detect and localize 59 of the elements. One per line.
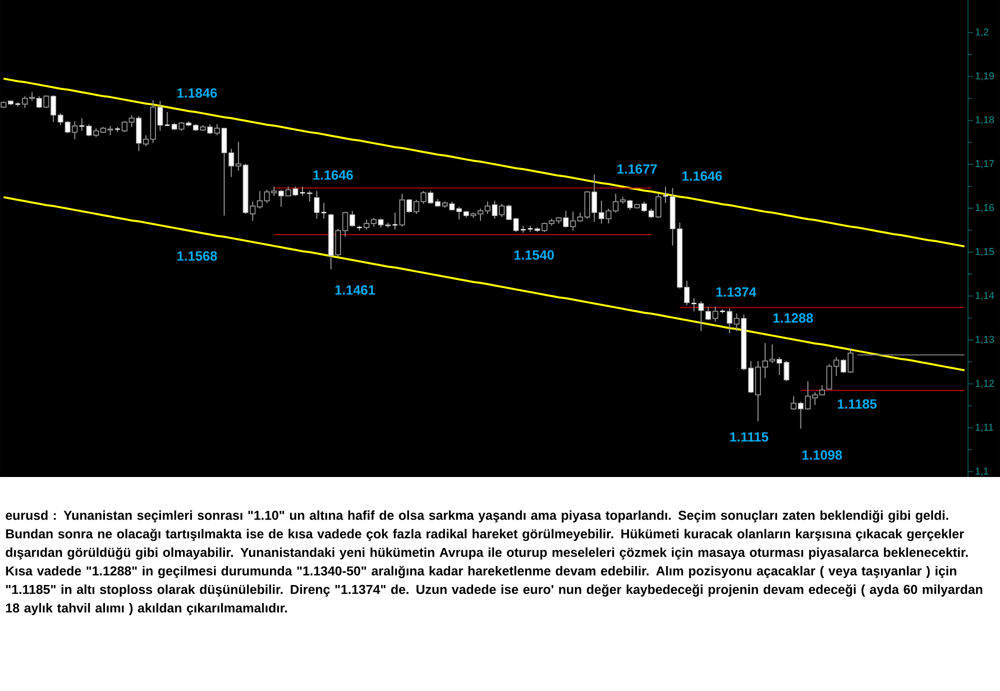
candlestick: [627, 199, 633, 210]
annotation: 1.1568: [177, 251, 217, 261]
y-tick-label: 1,19: [976, 72, 994, 81]
y-tick-label: 1,13: [976, 336, 994, 344]
candlestick: [306, 190, 312, 202]
annotation: 1.1115: [730, 432, 768, 442]
annotation: 1.1288: [773, 313, 813, 323]
candlestick: [157, 100, 163, 132]
candlestick: [314, 190, 320, 220]
candlestick: [72, 120, 78, 140]
annotation: 1.1846: [177, 88, 217, 98]
candlestick: [776, 356, 782, 376]
candlestick: [563, 210, 569, 228]
y-tick-label: 1,11: [976, 424, 994, 432]
annotation: 1.1461: [335, 285, 376, 295]
candlestick: [350, 210, 356, 228]
y-tick-label: 1,16: [976, 204, 994, 212]
candlestick: [784, 360, 790, 382]
candlestick: [705, 306, 711, 321]
candlestick: [236, 141, 242, 172]
candlestick: [50, 94, 56, 123]
candlestick: [36, 96, 42, 109]
candlestick: [43, 94, 50, 109]
candlestick: [506, 204, 512, 220]
candlestick: [278, 189, 284, 208]
line-series: [2, 78, 966, 248]
candlestick: [726, 308, 732, 334]
candlestick: [840, 358, 846, 374]
text: eurusd : Yunanistan seçimleri sonrası "1.10" un altına hafif de olsa sarkma yaşandı ama piyasa toparlandı. Seçim sonuçları zaten beklendiği gibi geldi. Bundan sonra ne olacağı tartışılmakta ise de kısa vadede çok fazla radikal hareket görülmeyebilir. Hükümeti kuracak olanların karşısına çıkacak gerçekler dışarıdan görüldüğü gibi olmayabilir. Yunanistandaki yeni hükümetin Avrupa ile oturup meseleleri çözmek için masaya oturması piyasalarca beklenecektir. Kısa vadede "1.1288" in geçilmesi durumunda "1.1340-50" aralığına kadar hareketlenme devam edebilir. Alım pozisyonu açacaklar ( veya taşıyanlar ) için "1.1185" in altı stoploss olarak düşünülebilir. Direnç "1.1374" de. Uzun vadede ise euro' nun değer kaybedeceği projenin devam edeceği ( ayda 60 milyardan 18 aylık tahvil alımı ) akıldan çıkarılmamalıdır.: [6, 510, 982, 616]
candlestick: [790, 396, 797, 410]
candlestick: [655, 193, 662, 218]
annotation: 1.1646: [313, 170, 353, 180]
candlestick: [299, 186, 306, 196]
candlestick: [712, 306, 718, 322]
y-tick-label: 1,12: [976, 380, 994, 388]
annotation: 1.1677: [617, 164, 657, 174]
candlestick: [698, 300, 704, 332]
annotation: 1.1185: [838, 399, 877, 409]
candlestick: [734, 313, 740, 332]
y-tick-label: 1,18: [976, 116, 994, 124]
candlestick: [164, 111, 170, 127]
candlestick: [492, 200, 498, 220]
candlestick: [207, 124, 213, 134]
candlestick: [498, 203, 505, 218]
y-tick-label: 1,14: [976, 292, 994, 300]
candlestick: [285, 186, 292, 196]
annotation: 1.1374: [716, 287, 756, 297]
y-tick-label: 1,2: [976, 28, 988, 37]
candlestick: [848, 348, 854, 374]
candlestick: [406, 198, 412, 214]
annotation: 1.1540: [514, 250, 554, 260]
y-tick-label: 1,15: [976, 248, 994, 256]
annotation: 1.1646: [682, 171, 722, 181]
y-tick-label: 1,17: [976, 160, 994, 168]
candlestick: [798, 401, 804, 430]
candlestick: [292, 186, 298, 196]
annotation: 1.1098: [802, 450, 842, 460]
candlestick: [214, 124, 220, 136]
y-tick-label: 1,1: [976, 468, 988, 476]
